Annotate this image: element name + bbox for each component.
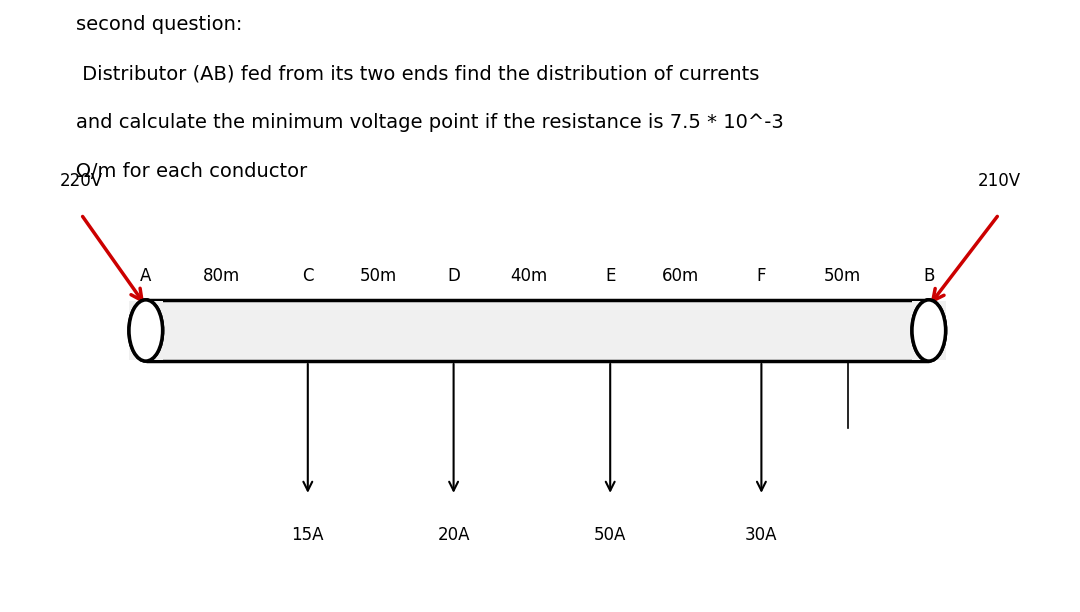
Bar [146, 300, 929, 361]
Text: Distributor (AB) fed from its two ends find the distribution of currents: Distributor (AB) fed from its two ends f… [76, 64, 759, 83]
Ellipse shape [912, 300, 946, 361]
Text: 60m: 60m [662, 267, 699, 285]
Ellipse shape [129, 300, 163, 361]
Text: and calculate the minimum voltage point if the resistance is 7.5 * 10^-3: and calculate the minimum voltage point … [76, 113, 783, 132]
Text: 220V: 220V [59, 172, 103, 190]
Text: D: D [447, 267, 460, 285]
Text: Ω/m for each conductor: Ω/m for each conductor [76, 162, 307, 181]
Bar [129, 301, 163, 360]
Ellipse shape [912, 300, 946, 361]
Text: 20A: 20A [437, 526, 470, 544]
Text: A: A [140, 267, 151, 285]
Text: 50A: 50A [594, 526, 626, 544]
Text: 210V: 210V [977, 172, 1021, 190]
Text: second question:: second question: [76, 15, 242, 34]
Text: B: B [923, 267, 934, 285]
Ellipse shape [129, 300, 163, 361]
Text: 50m: 50m [360, 267, 396, 285]
Text: 40m: 40m [511, 267, 548, 285]
Text: 15A: 15A [292, 526, 324, 544]
Text: E: E [605, 267, 616, 285]
Text: F: F [757, 267, 766, 285]
Text: 50m: 50m [824, 267, 861, 285]
Text: 80m: 80m [203, 267, 240, 285]
Bar [912, 301, 946, 360]
Text: 30A: 30A [745, 526, 778, 544]
Text: C: C [302, 267, 313, 285]
